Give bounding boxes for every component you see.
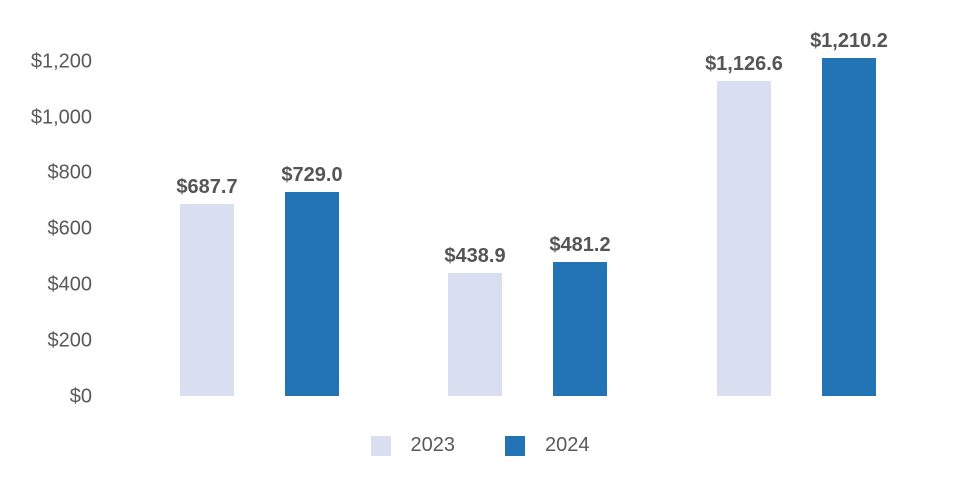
y-axis-tick: $600 <box>47 217 93 240</box>
legend: 2023 2024 <box>0 434 960 457</box>
bar-2024-group2 <box>553 261 607 396</box>
legend-label-2024: 2024 <box>545 434 590 456</box>
value-label-2024-group2: $481.2 <box>549 233 611 256</box>
value-label-2024-group1: $729.0 <box>281 164 343 187</box>
y-axis: $0 $200 $400 $600 $800 $1,000 $1,200 <box>0 0 92 500</box>
y-axis-tick: $1,000 <box>30 106 92 128</box>
y-axis-tick: $1,200 <box>30 50 92 73</box>
legend-swatch-2024 <box>505 435 525 456</box>
y-axis-tick: $0 <box>69 385 92 408</box>
value-label-2023-group2: $438.9 <box>444 245 506 268</box>
value-label-2023-group3: $1,126.6 <box>705 53 783 76</box>
bar-2023-group3 <box>717 81 771 396</box>
legend-item-2023: 2023 <box>370 434 456 457</box>
legend-item-2024: 2024 <box>505 434 590 457</box>
y-axis-tick: $400 <box>47 273 93 296</box>
bar-2024-group1 <box>285 192 339 396</box>
y-axis-tick: $200 <box>47 329 93 352</box>
bar-2023-group1 <box>180 203 234 396</box>
bar-2023-group2 <box>448 273 502 396</box>
bar-2024-group3 <box>822 57 876 396</box>
value-label-2023-group1: $687.7 <box>176 175 238 198</box>
y-axis-tick: $800 <box>47 161 93 184</box>
legend-label-2023: 2023 <box>410 434 456 456</box>
value-label-2024-group3: $1,210.2 <box>810 29 888 52</box>
legend-swatch-2023 <box>370 435 391 456</box>
